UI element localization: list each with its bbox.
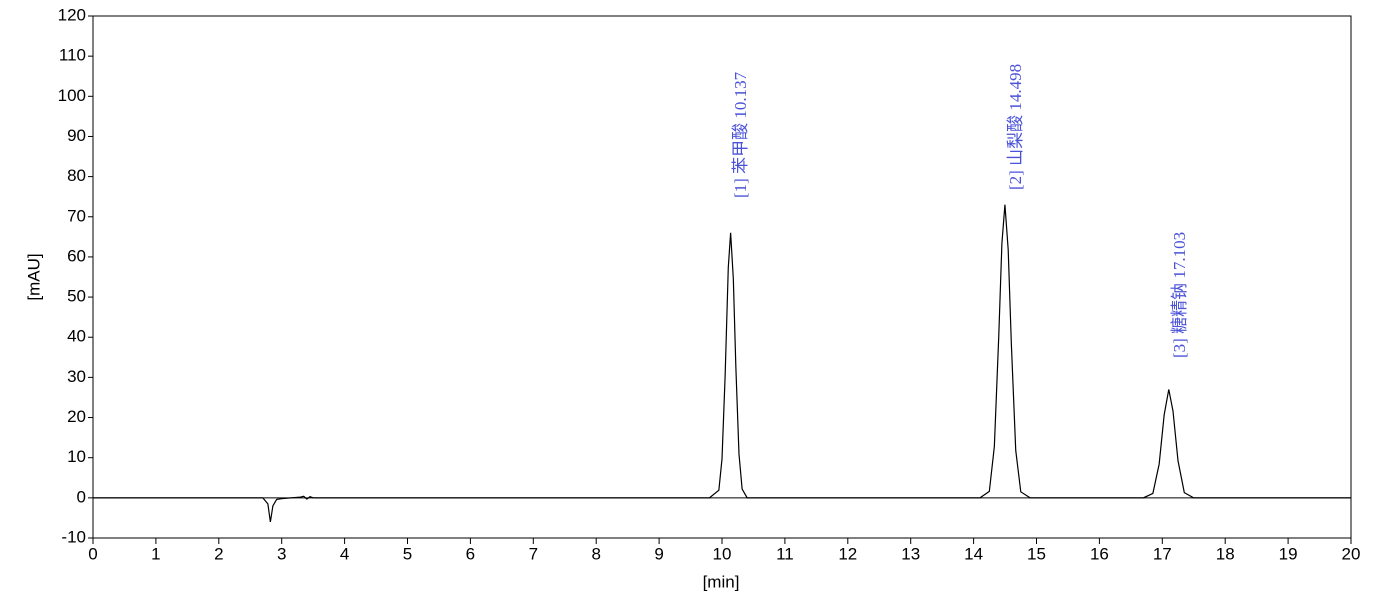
y-tick-label: 100 (58, 86, 86, 105)
y-tick-label: 40 (67, 327, 86, 346)
x-tick-label: 0 (88, 544, 97, 563)
y-tick-label: 30 (67, 367, 86, 386)
x-tick-label: 16 (1090, 544, 1109, 563)
x-tick-label: 10 (713, 544, 732, 563)
x-tick-label: 9 (654, 544, 663, 563)
x-tick-label: 5 (403, 544, 412, 563)
x-tick-label: 2 (214, 544, 223, 563)
y-tick-label: 20 (67, 407, 86, 426)
y-tick-label: 120 (58, 5, 86, 24)
peak-annotation: [1] 苯甲酸 10.137 (731, 71, 750, 198)
x-tick-label: 8 (591, 544, 600, 563)
signal-line (93, 204, 1351, 523)
x-tick-label: 6 (466, 544, 475, 563)
y-tick-label: 90 (67, 126, 86, 145)
y-tick-label: 50 (67, 287, 86, 306)
x-tick-label: 19 (1279, 544, 1298, 563)
x-tick-label: 11 (776, 544, 794, 563)
y-tick-label: 60 (67, 246, 86, 265)
x-tick-label: 1 (151, 544, 160, 563)
y-tick-label: 110 (59, 46, 86, 65)
x-tick-label: 4 (340, 544, 349, 563)
y-tick-label: 10 (67, 447, 86, 466)
x-tick-label: 18 (1216, 544, 1235, 563)
x-tick-label: 3 (277, 544, 286, 563)
x-tick-label: 14 (964, 544, 983, 563)
peak-annotation: [3] 糖精钠 17.103 (1170, 232, 1189, 358)
x-axis-label: [min] (703, 572, 740, 591)
peak-annotation: [2] 山梨酸 14.498 (1006, 64, 1025, 190)
x-tick-label: 20 (1342, 544, 1361, 563)
y-axis-label: [mAU] (24, 253, 43, 300)
x-tick-label: 12 (838, 544, 857, 563)
y-tick-label: 70 (67, 206, 86, 225)
x-tick-label: 13 (901, 544, 920, 563)
x-tick-label: 17 (1153, 544, 1172, 563)
y-tick-label: 80 (67, 166, 86, 185)
x-tick-label: 7 (529, 544, 538, 563)
x-tick-label: 15 (1027, 544, 1046, 563)
y-tick-label: -10 (61, 527, 86, 546)
y-tick-label: 0 (77, 487, 86, 506)
